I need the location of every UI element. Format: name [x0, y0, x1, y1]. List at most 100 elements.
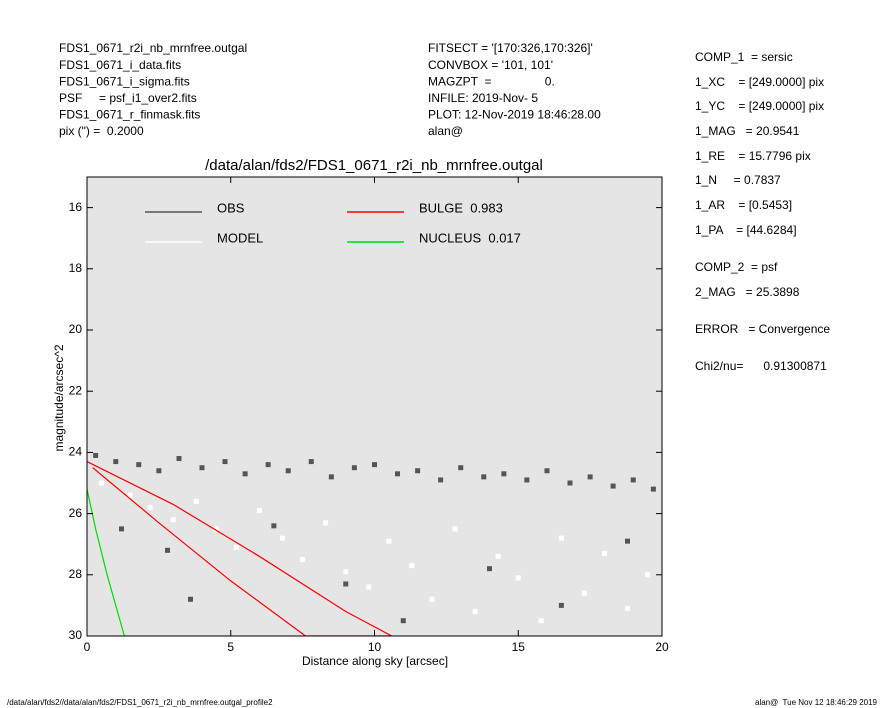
- data-point: [524, 477, 530, 483]
- data-point: [265, 462, 271, 468]
- data-point: [610, 483, 616, 489]
- x-tick-label: 0: [84, 640, 91, 654]
- data-point: [343, 569, 349, 575]
- data-point: [630, 477, 636, 483]
- data-point: [538, 618, 544, 624]
- data-point: [429, 596, 435, 602]
- header-left-line: FDS1_0671_r2i_nb_mrnfree.outgal: [59, 41, 247, 55]
- data-point: [127, 492, 133, 498]
- x-tick-label: 5: [227, 640, 234, 654]
- data-point: [415, 468, 421, 474]
- data-point: [343, 581, 349, 587]
- data-point: [199, 465, 205, 471]
- data-point: [567, 480, 573, 486]
- fit-parameter: 2_MAG = 25.3898: [695, 285, 800, 299]
- data-point: [495, 553, 501, 559]
- header-middle-line: INFILE: 2019-Nov- 5: [428, 91, 538, 105]
- data-point: [625, 605, 630, 611]
- data-point: [170, 517, 176, 523]
- data-point: [544, 468, 550, 474]
- fit-parameter: 1_PA = [44.6284]: [695, 223, 797, 237]
- data-point: [147, 504, 153, 510]
- legend-label: NUCLEUS 0.017: [419, 230, 521, 245]
- data-point: [176, 456, 182, 462]
- header-left-line: FDS1_0671_i_data.fits: [59, 58, 181, 72]
- footer-right: alan@ Tue Nov 12 18:46:29 2019: [755, 698, 878, 707]
- header-left-line: FDS1_0671_i_sigma.fits: [59, 74, 190, 88]
- data-point: [409, 563, 415, 569]
- data-point: [98, 480, 104, 486]
- y-tick-label: 22: [69, 383, 83, 397]
- y-tick-label: 18: [69, 261, 83, 275]
- profile-line: [87, 488, 125, 636]
- footer-left: /data/alan/fds2//data/alan/fds2/FDS1_067…: [7, 698, 273, 707]
- y-tick-label: 30: [69, 628, 83, 642]
- header-left-line: pix (") = 0.2000: [59, 124, 144, 138]
- data-point: [438, 477, 444, 483]
- data-point: [587, 474, 593, 480]
- x-axis-label: Distance along sky [arcsec]: [302, 654, 448, 668]
- data-point: [119, 526, 124, 532]
- data-point: [234, 544, 239, 550]
- fit-parameter: ERROR = Convergence: [695, 322, 830, 336]
- data-point: [487, 566, 492, 572]
- data-point: [188, 596, 193, 602]
- data-point: [602, 550, 607, 556]
- legend-label: BULGE 0.983: [419, 200, 503, 215]
- y-tick-label: 20: [69, 322, 83, 336]
- header-left-line: PSF = psf_i1_over2.fits: [59, 91, 197, 105]
- data-point: [650, 486, 656, 492]
- profile-line: [87, 461, 393, 636]
- header-middle-line: alan@: [428, 124, 463, 138]
- header-middle-line: MAGZPT = 0.: [428, 74, 555, 88]
- fit-parameter: COMP_2 = psf: [695, 260, 778, 274]
- data-point: [242, 471, 248, 477]
- data-point: [452, 526, 458, 532]
- data-point: [280, 535, 285, 541]
- x-tick-label: 15: [512, 640, 526, 654]
- header-middle-line: PLOT: 12-Nov-2019 18:46:28.00: [428, 108, 601, 122]
- y-tick-label: 24: [69, 445, 83, 459]
- data-point: [328, 474, 334, 480]
- data-point: [271, 523, 277, 529]
- y-tick-label: 16: [69, 200, 83, 214]
- y-tick-label: 28: [69, 567, 83, 581]
- data-point: [458, 465, 464, 471]
- header-left-line: FDS1_0671_r_finmask.fits: [59, 108, 200, 122]
- data-point: [285, 468, 291, 474]
- data-point: [366, 584, 372, 590]
- data-point: [257, 508, 262, 514]
- data-point: [386, 538, 392, 544]
- data-point: [472, 609, 478, 615]
- plot-marks: [87, 452, 656, 636]
- data-point: [558, 602, 564, 608]
- fit-parameter: 1_XC = [249.0000] pix: [695, 75, 824, 89]
- data-point: [625, 538, 630, 544]
- header-middle-line: CONVBOX = '101, 101': [428, 58, 553, 72]
- data-point: [481, 474, 487, 480]
- plot-area: [87, 177, 662, 636]
- fit-parameter: 1_MAG = 20.9541: [695, 124, 800, 138]
- data-point: [395, 471, 400, 477]
- data-point: [515, 575, 521, 581]
- data-point: [372, 462, 377, 468]
- data-point: [351, 465, 357, 471]
- data-point: [113, 459, 119, 465]
- fit-parameter: 1_AR = [0.5453]: [695, 198, 792, 212]
- data-point: [136, 462, 142, 468]
- y-axis-label: magnitude/arcsec^2: [52, 344, 66, 451]
- data-point: [300, 557, 306, 562]
- data-point: [308, 459, 314, 465]
- data-point: [501, 471, 507, 477]
- data-point: [213, 526, 219, 532]
- fit-parameter: 1_YC = [249.0000] pix: [695, 99, 824, 113]
- data-point: [222, 459, 228, 465]
- chart-title: /data/alan/fds2/FDS1_0671_r2i_nb_mrnfree…: [205, 157, 543, 174]
- fit-parameter: 1_N = 0.7837: [695, 173, 781, 187]
- legend-label: OBS: [217, 200, 245, 215]
- y-tick-label: 26: [69, 506, 83, 520]
- data-point: [323, 520, 329, 526]
- data-point: [165, 547, 170, 553]
- x-tick-label: 20: [655, 640, 669, 654]
